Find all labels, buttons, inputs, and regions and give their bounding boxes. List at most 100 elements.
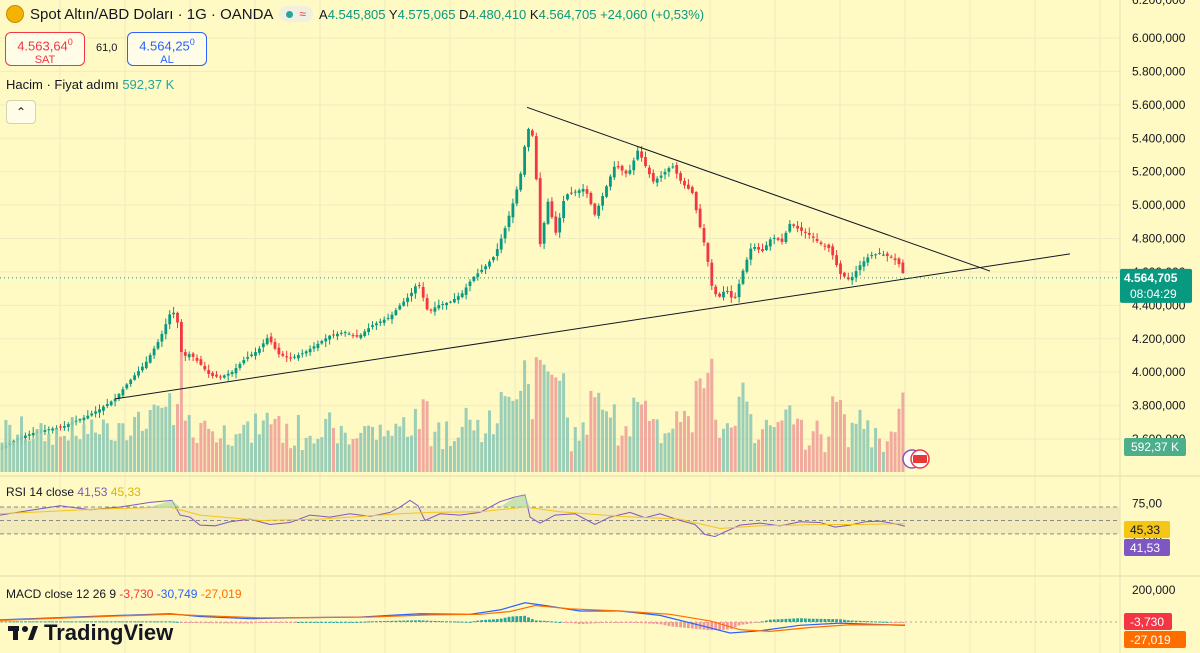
rsi-ma-line bbox=[0, 506, 906, 529]
volume-bar bbox=[741, 382, 745, 472]
macd-hist-bar bbox=[765, 620, 768, 622]
macd-hist-bar bbox=[729, 622, 733, 629]
candle-body bbox=[386, 317, 390, 319]
volume-bar bbox=[12, 441, 16, 472]
buy-label: AL bbox=[160, 54, 174, 67]
volume-tag bbox=[1124, 438, 1186, 456]
candle-body bbox=[667, 168, 671, 172]
rsi-legend[interactable]: RSI 14 close 41,53 45,33 bbox=[6, 485, 141, 499]
volume-bar bbox=[566, 417, 569, 472]
candle-body bbox=[480, 269, 484, 272]
candle-body bbox=[784, 232, 788, 242]
volume-name: Hacim · Fiyat adımı bbox=[6, 77, 119, 92]
volume-bar bbox=[234, 434, 238, 472]
volume-bar bbox=[176, 404, 179, 472]
volume-bar bbox=[456, 437, 460, 472]
sell-button[interactable]: 4.563,640 SAT bbox=[5, 32, 85, 66]
macd-hist-bar bbox=[398, 620, 402, 622]
macd-hist-bar bbox=[297, 621, 300, 623]
macd-hist-bar bbox=[105, 621, 109, 623]
candle-body bbox=[753, 246, 757, 249]
volume-bar bbox=[289, 448, 293, 472]
open-value: 4.545,805 bbox=[327, 6, 386, 22]
macd-legend[interactable]: MACD close 12 26 9 -3,730 -30,749 -27,01… bbox=[6, 587, 242, 601]
candle-body bbox=[499, 238, 503, 250]
macd-hist-bar bbox=[191, 622, 195, 623]
volume-bar bbox=[215, 442, 218, 472]
candle-body bbox=[644, 157, 647, 167]
macd-hist-bar bbox=[648, 622, 651, 624]
macd-hist-bar bbox=[66, 621, 70, 623]
macd-hist-bar bbox=[811, 618, 815, 622]
volume-bar bbox=[464, 407, 468, 472]
macd-hist-bar bbox=[273, 622, 277, 623]
volume-bar bbox=[35, 429, 39, 472]
candle-body bbox=[258, 348, 261, 353]
candle-body bbox=[488, 261, 491, 267]
volume-bar bbox=[226, 444, 230, 472]
volume-bar bbox=[238, 433, 242, 472]
volume-bar bbox=[889, 431, 893, 472]
candle-body bbox=[628, 170, 632, 174]
candle-body bbox=[757, 247, 760, 250]
macd-hist-bar bbox=[866, 621, 870, 623]
candle-body bbox=[573, 191, 577, 193]
volume-bar bbox=[300, 450, 304, 472]
volume-legend[interactable]: Hacim · Fiyat adımı 592,37 K bbox=[6, 77, 174, 92]
macd-hist-bar bbox=[417, 620, 421, 622]
macd-hist-bar bbox=[289, 622, 292, 623]
macd-hist-bar bbox=[843, 619, 846, 622]
volume-bar bbox=[484, 433, 488, 472]
macd-hist-bar bbox=[878, 621, 881, 623]
volume-bar bbox=[667, 432, 671, 472]
macd-hist-bar bbox=[414, 620, 417, 622]
macd-hist-bar bbox=[277, 622, 281, 623]
candle-body bbox=[371, 325, 374, 327]
chart-header: Spot Altın/ABD Doları · 1G · OANDA ≈ A4.… bbox=[6, 5, 704, 23]
market-status-pill[interactable]: ≈ bbox=[279, 6, 314, 22]
candle-body bbox=[429, 309, 433, 311]
candle-body bbox=[605, 186, 608, 197]
candle-body bbox=[531, 130, 534, 136]
volume-bar bbox=[745, 401, 749, 472]
macd-hist-bar bbox=[250, 622, 253, 624]
collapse-legend-button[interactable]: ⌃ bbox=[6, 100, 36, 124]
volume-bar bbox=[472, 430, 476, 472]
candle-body bbox=[441, 304, 445, 306]
candle-body bbox=[534, 136, 538, 180]
macd-hist-bar bbox=[254, 622, 257, 624]
candle-body bbox=[59, 426, 62, 428]
volume-bar bbox=[304, 437, 308, 472]
volume-bar bbox=[776, 422, 780, 472]
volume-bar bbox=[530, 419, 534, 472]
candle-body bbox=[835, 255, 838, 266]
volume-bar bbox=[729, 427, 733, 472]
volume-bar bbox=[881, 451, 885, 472]
trendline-resistance bbox=[526, 106, 991, 272]
volume-bar bbox=[312, 443, 316, 472]
macd-hist-bar bbox=[371, 621, 374, 623]
macd-hist-bar bbox=[687, 622, 690, 629]
volume-bar bbox=[218, 438, 222, 472]
macd-hist-bar bbox=[160, 621, 164, 623]
close-value: 4.564,705 bbox=[538, 6, 597, 22]
volume-bar bbox=[585, 434, 589, 472]
macd-name: MACD close 12 26 9 bbox=[6, 587, 117, 601]
tradingview-logo[interactable]: TradingView bbox=[8, 620, 173, 646]
candle-body bbox=[460, 293, 464, 298]
candle-body bbox=[538, 178, 542, 245]
candle-body bbox=[398, 305, 402, 310]
macd-hist-value: -3,730 bbox=[119, 587, 154, 601]
buy-button[interactable]: 4.564,250 AL bbox=[127, 32, 207, 66]
volume-bar bbox=[733, 425, 737, 472]
macd-hist-bar bbox=[98, 621, 101, 623]
volume-bar bbox=[168, 393, 172, 472]
candle-body bbox=[410, 292, 413, 297]
volume-bar bbox=[659, 443, 663, 472]
symbol-title[interactable]: Spot Altın/ABD Doları · 1G · OANDA bbox=[30, 5, 274, 23]
candle-body bbox=[819, 242, 823, 245]
macd-hist-bar bbox=[484, 619, 487, 622]
candle-body bbox=[394, 310, 398, 316]
macd-hist-bar bbox=[35, 621, 39, 623]
